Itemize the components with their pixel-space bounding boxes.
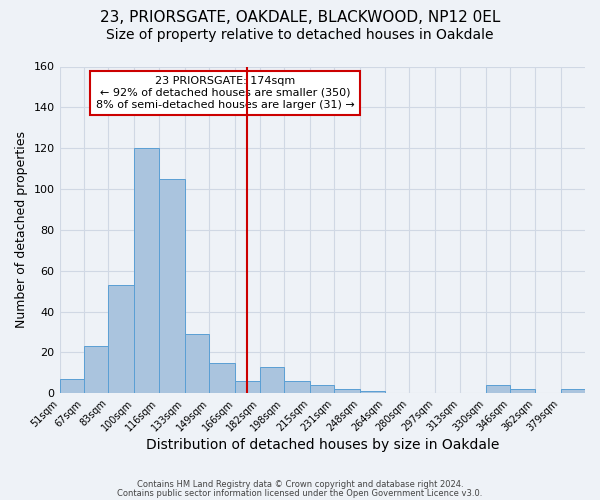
Bar [510,389,535,393]
Text: Contains HM Land Registry data © Crown copyright and database right 2024.: Contains HM Land Registry data © Crown c… [137,480,463,489]
Text: Contains public sector information licensed under the Open Government Licence v3: Contains public sector information licen… [118,488,482,498]
Bar [284,381,310,393]
Text: 23, PRIORSGATE, OAKDALE, BLACKWOOD, NP12 0EL: 23, PRIORSGATE, OAKDALE, BLACKWOOD, NP12… [100,10,500,25]
X-axis label: Distribution of detached houses by size in Oakdale: Distribution of detached houses by size … [146,438,499,452]
Bar [109,285,134,393]
Bar [486,385,510,393]
Bar [134,148,159,393]
Bar [334,389,361,393]
Bar [209,362,235,393]
Text: Size of property relative to detached houses in Oakdale: Size of property relative to detached ho… [106,28,494,42]
Bar [310,385,334,393]
Bar [260,366,284,393]
Bar [84,346,109,393]
Text: 23 PRIORSGATE: 174sqm
← 92% of detached houses are smaller (350)
8% of semi-deta: 23 PRIORSGATE: 174sqm ← 92% of detached … [95,76,355,110]
Bar [235,381,260,393]
Bar [59,379,84,393]
Bar [185,334,209,393]
Bar [361,391,385,393]
Y-axis label: Number of detached properties: Number of detached properties [15,132,28,328]
Bar [159,179,185,393]
Bar [560,389,585,393]
